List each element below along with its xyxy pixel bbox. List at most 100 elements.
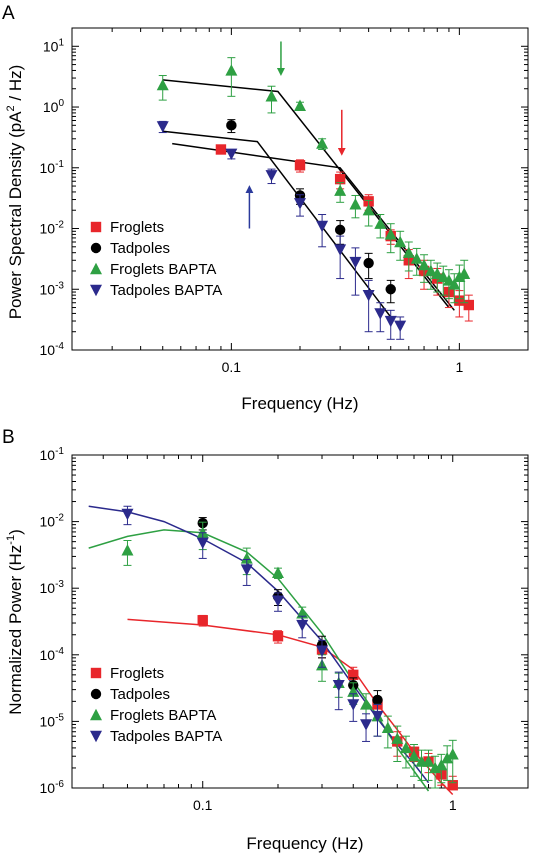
legend-label: Tadpoles <box>110 240 170 257</box>
plot-area-a: 0.1 1 101 100 10-1 10-2 10-3 10-4 Froglets Tadpol… <box>40 27 529 375</box>
data-point <box>424 264 437 277</box>
legend-marker <box>90 284 102 297</box>
y-tick-label: 10-4 <box>40 646 65 663</box>
y-axis-label-a-main: Power Spectral Density (pA <box>6 111 25 320</box>
data-point <box>437 270 450 283</box>
legend-marker <box>90 667 102 679</box>
y-axis-label-a-sup: 2 <box>5 105 17 111</box>
data-point <box>121 544 134 556</box>
y-axis-label-b-end: ) <box>6 529 25 535</box>
data-point <box>296 607 309 619</box>
data-point <box>463 299 475 311</box>
x-tick-label: 0.1 <box>193 797 213 813</box>
data-point <box>371 710 384 723</box>
data-point <box>374 308 387 320</box>
data-point <box>271 595 284 607</box>
y-axis-label-a-end: / Hz) <box>6 65 25 106</box>
plot-frame-b <box>71 454 529 789</box>
data-point <box>454 295 465 306</box>
data-point <box>362 204 375 216</box>
data-point <box>349 256 362 269</box>
panel-b: B Frequency (Hz) Normalized Power (Hz-1)… <box>2 427 529 853</box>
data-point <box>422 755 435 767</box>
data-point <box>296 619 309 632</box>
data-point <box>391 732 404 744</box>
legend-marker <box>90 221 102 233</box>
legend-label: Froglets BAPTA <box>110 707 216 724</box>
y-tick-label: 10-3 <box>40 280 65 297</box>
data-point <box>156 78 169 91</box>
data-point <box>294 99 306 111</box>
data-point <box>215 144 227 155</box>
data-point <box>431 267 444 279</box>
data-point <box>408 750 421 762</box>
data-point <box>316 645 329 657</box>
data-point <box>334 224 346 236</box>
y-tick-label: 10-3 <box>40 579 65 596</box>
legend-label: Froglets <box>110 665 164 682</box>
data-point <box>294 198 306 210</box>
plot-area-b: 0.1 1 10-1 10-2 10-3 10-4 10-5 10-6 Froglets Tadp… <box>40 446 529 813</box>
data-point <box>316 220 329 233</box>
panel-a: A Frequency (Hz) Power Spectral Density … <box>2 3 529 413</box>
data-point <box>372 694 383 706</box>
data-point <box>453 270 466 283</box>
fit-line <box>88 529 430 792</box>
x-tick-label: 0.1 <box>222 359 242 375</box>
data-point <box>399 741 412 754</box>
y-tick-label: 10-5 <box>40 712 65 729</box>
legend-label: Tadpoles <box>110 686 170 703</box>
data-point <box>334 244 347 256</box>
y-axis-label-a: Power Spectral Density (pA2 / Hz) <box>5 65 25 320</box>
data-point <box>332 679 345 692</box>
fit-line <box>162 130 392 318</box>
data-point <box>265 170 278 182</box>
data-point <box>384 315 397 328</box>
y-tick-label: 10-4 <box>40 341 65 358</box>
legend-marker <box>90 730 102 743</box>
y-axis-label-b-sup: -1 <box>5 535 17 545</box>
data-point <box>394 320 407 333</box>
data-point <box>363 257 374 269</box>
data-point <box>334 184 347 196</box>
y-tick-label: 10-2 <box>40 513 65 530</box>
data-point <box>347 699 360 711</box>
data-point <box>374 217 387 229</box>
data-point <box>240 552 253 564</box>
y-axis-label-b: Normalized Power (Hz-1) <box>5 529 25 715</box>
panel-letter-b: B <box>2 427 15 448</box>
data-point <box>446 748 459 760</box>
data-point <box>156 121 169 133</box>
data-point <box>447 780 458 791</box>
y-tick-label: 10-1 <box>40 446 65 463</box>
legend-marker <box>90 688 102 700</box>
data-point <box>226 120 237 131</box>
data-point <box>121 508 134 521</box>
data-point <box>348 669 359 681</box>
y-tick-label: 10-1 <box>40 159 65 176</box>
y-tick-label: 101 <box>43 37 65 54</box>
legend-marker <box>90 708 102 721</box>
legend-marker <box>90 262 102 275</box>
data-point <box>402 246 415 258</box>
data-point <box>316 137 329 149</box>
data-point <box>435 758 448 771</box>
data-point <box>448 278 461 290</box>
data-point <box>458 267 471 279</box>
data-point <box>225 148 238 160</box>
data-point <box>196 537 209 550</box>
data-point <box>385 284 396 295</box>
y-tick-label: 100 <box>43 98 65 115</box>
data-point <box>271 566 284 579</box>
data-point <box>334 173 346 185</box>
x-tick-label: 1 <box>449 797 457 813</box>
data-point <box>240 564 253 576</box>
data-point <box>360 698 373 710</box>
legend-label: Froglets BAPTA <box>110 261 216 278</box>
data-point <box>418 258 431 271</box>
data-point <box>362 289 375 302</box>
data-point <box>225 64 238 76</box>
data-point <box>349 198 362 210</box>
y-tick-label: 10-6 <box>40 779 65 796</box>
